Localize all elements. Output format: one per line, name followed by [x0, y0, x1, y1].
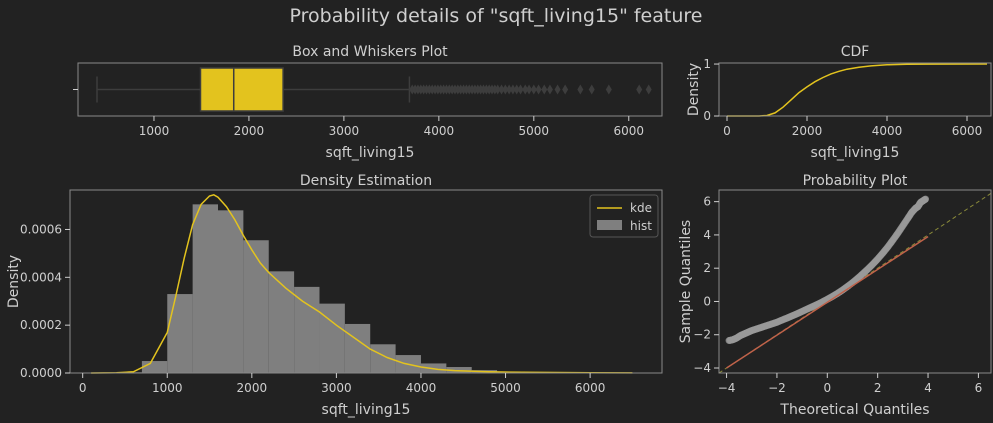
x-tick-label: 3000: [329, 124, 360, 138]
hist-bar: [243, 240, 269, 373]
x-axis-label: sqft_living15: [811, 145, 900, 161]
y-axis-label: Sample Quantiles: [678, 220, 694, 343]
y-tick-label: 0.0004: [20, 270, 62, 284]
hist-bar: [141, 361, 168, 373]
y-axis-label: Density: [6, 255, 22, 308]
density-axes: Density Estimation 0 1000 2000 3000 4000 5000 6…: [6, 173, 663, 418]
y-tick-label: 6: [703, 195, 711, 209]
x-tick-label: 1000: [152, 381, 183, 395]
outlier-point: [517, 84, 524, 95]
legend-hist-swatch: [597, 220, 622, 230]
y-tick-label: 1: [703, 57, 711, 71]
x-tick-label: 4000: [424, 124, 455, 138]
outlier-point: [546, 84, 553, 95]
legend-hist-label: hist: [630, 219, 652, 233]
hist-bar: [294, 286, 320, 373]
y-tick-label: 0: [703, 109, 711, 123]
outlier-point: [535, 84, 542, 95]
x-tick-label: 2000: [234, 124, 265, 138]
x-tick-label: 0: [823, 381, 831, 395]
outlier-point: [513, 84, 520, 95]
y-tick-label: 0.0000: [20, 366, 62, 380]
x-tick-label: 6000: [952, 124, 983, 138]
x-tick-label: 5000: [519, 124, 550, 138]
axes-frame: [69, 189, 663, 374]
x-tick-label: 2000: [792, 124, 823, 138]
y-tick-label: 4: [703, 228, 711, 242]
x-tick-label: −2: [768, 381, 786, 395]
y-tick-label: −2: [693, 328, 711, 342]
outlier-point: [498, 84, 505, 95]
probability-plot-title: Probability Plot: [803, 173, 908, 189]
hist-bar: [268, 271, 295, 373]
legend-kde-label: kde: [630, 201, 652, 215]
x-tick-label: 0: [723, 124, 731, 138]
x-tick-label: 2000: [237, 381, 268, 395]
iqr-box: [199, 67, 284, 112]
y-tick-label: 0.0002: [20, 318, 62, 332]
x-tick-label: 6: [975, 381, 983, 395]
x-tick-label: 5000: [490, 381, 521, 395]
cdf-line: [727, 63, 988, 117]
outlier-point: [506, 84, 513, 95]
quantile-point: [922, 195, 930, 203]
x-tick-label: 6000: [575, 381, 606, 395]
x-axis-label: sqft_living15: [322, 402, 411, 418]
cdf-axes: CDF 0 2000 4000 6000 0 1 sqft_living15 Density: [686, 44, 992, 161]
outlier-point: [577, 84, 584, 95]
legend: kde hist: [589, 194, 659, 238]
x-tick-label: 3000: [321, 381, 352, 395]
density-title: Density Estimation: [300, 173, 432, 189]
y-tick-label: 2: [703, 261, 711, 275]
figure-suptitle: Probability details of "sqft_living15" f…: [290, 5, 703, 27]
x-tick-label: −4: [718, 381, 736, 395]
outlier-point: [645, 84, 652, 95]
axes-frame: [718, 62, 992, 117]
y-tick-label: −4: [693, 361, 711, 375]
x-tick-label: 2: [874, 381, 882, 395]
cdf-title: CDF: [841, 44, 870, 60]
outlier-point: [494, 84, 501, 95]
outlier-point: [541, 84, 548, 95]
outlier-point: [636, 84, 643, 95]
box-plot-title: Box and Whiskers Plot: [292, 44, 448, 60]
x-tick-label: 4: [924, 381, 932, 395]
hist-bar: [344, 323, 371, 373]
outlier-point: [526, 84, 533, 95]
outlier-point: [530, 84, 537, 95]
kde-line: [91, 193, 633, 374]
y-tick-label: 0: [703, 294, 711, 308]
x-tick-label: 4000: [406, 381, 437, 395]
x-tick-label: 1000: [139, 124, 170, 138]
outlier-point: [588, 84, 595, 95]
probability-plot-axes: Probability Plot −4 −2 0 2 4 6 −4 −2 0 2 4 6 Theoreti…: [678, 173, 992, 418]
y-axis-label: Density: [686, 63, 702, 116]
x-tick-label: 6000: [613, 124, 644, 138]
outlier-point: [554, 84, 561, 95]
outlier-point: [522, 84, 529, 95]
x-tick-label: 0: [79, 381, 87, 395]
outlier-point: [509, 84, 516, 95]
x-axis-label: sqft_living15: [326, 145, 415, 161]
x-axis-label: Theoretical Quantiles: [779, 402, 929, 418]
outlier-point: [502, 84, 509, 95]
y-tick-label: 0.0006: [20, 222, 62, 236]
hist-bar: [192, 204, 218, 373]
outlier-point: [605, 84, 612, 95]
fit-line: [726, 235, 929, 369]
hist-bar: [167, 294, 193, 373]
x-tick-label: 4000: [872, 124, 903, 138]
outlier-point: [562, 84, 569, 95]
hist-bar: [218, 210, 244, 373]
axes-frame: [718, 189, 992, 374]
box-plot-axes: Box and Whiskers Plot 1000 2000 3000 4000 500…: [73, 44, 663, 161]
